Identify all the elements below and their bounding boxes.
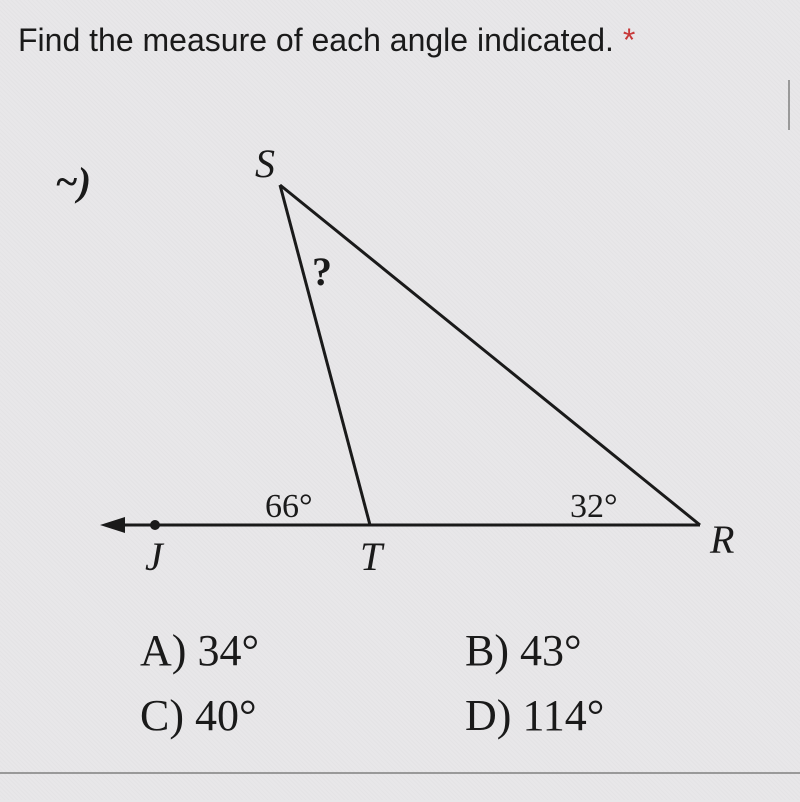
grid-line-bottom — [0, 772, 800, 802]
question-text-content: Find the measure of each angle indicated… — [18, 22, 614, 58]
option-D-value: 114° — [522, 691, 604, 740]
line-SR — [280, 185, 700, 525]
option-C-value: 40° — [195, 691, 257, 740]
geometry-diagram: S T R J ? 66° 32° — [40, 145, 760, 600]
option-B: B) 43° — [465, 625, 582, 676]
angle-unknown: ? — [312, 249, 332, 294]
option-B-letter: B) — [465, 626, 509, 675]
label-T: T — [360, 534, 385, 579]
label-S: S — [255, 145, 275, 186]
option-A-letter: A) — [140, 626, 186, 675]
grid-line-right — [788, 80, 800, 130]
required-asterisk: * — [623, 22, 635, 58]
option-C-letter: C) — [140, 691, 184, 740]
option-C: C) 40° — [140, 690, 257, 741]
line-ST — [280, 185, 370, 525]
option-A: A) 34° — [140, 625, 259, 676]
angle-JTS: 66° — [265, 488, 313, 525]
angle-TRS: 32° — [570, 488, 618, 525]
option-B-value: 43° — [520, 626, 582, 675]
label-J: J — [145, 534, 165, 579]
label-R: R — [709, 517, 734, 562]
question-prompt: Find the measure of each angle indicated… — [18, 22, 635, 59]
option-D-letter: D) — [465, 691, 511, 740]
arrowhead-J — [100, 517, 125, 533]
option-A-value: 34° — [197, 626, 259, 675]
point-J-dot — [150, 520, 160, 530]
option-D: D) 114° — [465, 690, 604, 741]
